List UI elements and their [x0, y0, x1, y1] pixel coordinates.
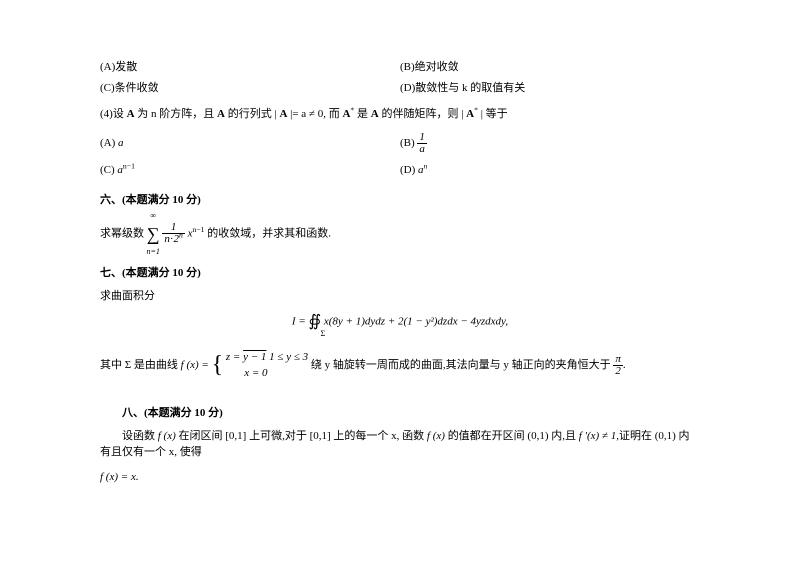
section7-subtitle: 求曲面积分	[100, 289, 700, 304]
option-3b: (B)绝对收敛	[400, 60, 700, 75]
option-4d: (D) an	[400, 163, 700, 178]
option-3c: (C)条件收敛	[100, 81, 400, 96]
section6-title: 六、(本题满分 10 分)	[100, 193, 700, 208]
section7-equation: I = ∯Σ x(8y + 1)dydz + 2(1 − y²)dzdx − 4…	[100, 311, 700, 333]
section7-title: 七、(本题满分 10 分)	[100, 266, 700, 281]
section8-line2: f (x) = x.	[100, 470, 700, 485]
section8-title: 八、(本题满分 10 分)	[100, 406, 700, 421]
option-4b: (B) 1a	[400, 132, 700, 155]
option-4c: (C) an−1	[100, 163, 400, 178]
option-3d: (D)散敛性与 k 的取值有关	[400, 81, 700, 96]
option-4a: (A) a	[100, 136, 400, 151]
section7-condition: 其中 Σ 是由曲线 f (x) = { z = y − 1 1 ≤ y ≤ 3 …	[100, 339, 700, 392]
q4-stem: (4)设 A 为 n 阶方阵，且 A 的行列式 | A |= a ≠ 0, 而 …	[100, 107, 700, 122]
section6-body: 求幂级数 ∑∞n=1 1 n·2n xn−1 的收敛域，并求其和函数.	[100, 216, 700, 252]
section8-line1: 设函数 f (x) 在闭区间 [0,1] 上可微,对于 [0,1] 上的每一个 …	[100, 429, 700, 460]
option-3a: (A)发散	[100, 60, 400, 75]
